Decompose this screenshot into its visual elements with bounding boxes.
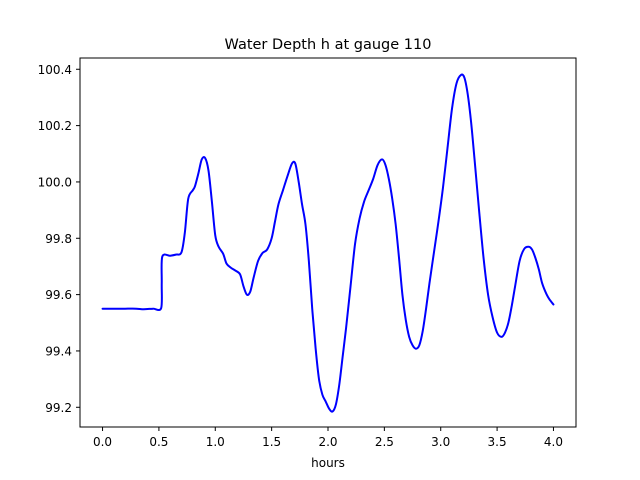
x-tick-label: 3.0 (431, 435, 450, 449)
x-axis-label: hours (311, 456, 345, 470)
x-tick-label: 2.5 (375, 435, 394, 449)
y-tick-label: 100.2 (38, 119, 72, 133)
x-tick-label: 4.0 (544, 435, 563, 449)
series-line (101, 73, 555, 413)
x-tick-label: 0.0 (93, 435, 112, 449)
x-tick-label: 0.5 (149, 435, 168, 449)
y-tick-label: 100.0 (38, 175, 72, 189)
x-tick-label: 3.5 (488, 435, 507, 449)
x-tick-label: 1.5 (262, 435, 281, 449)
plot-frame (79, 57, 577, 428)
y-tick-label: 99.8 (45, 232, 72, 246)
x-tick-label: 2.0 (318, 435, 337, 449)
y-tick-label: 99.4 (45, 344, 72, 358)
x-tick-label: 1.0 (206, 435, 225, 449)
y-tick-label: 99.6 (45, 288, 72, 302)
y-tick-label: 100.4 (38, 63, 72, 77)
y-axis-ticks: 99.2 99.4 99.6 99.8 100.0 100.2 100.4 (38, 63, 80, 415)
y-tick-label: 99.2 (45, 401, 72, 415)
chart-title: Water Depth h at gauge 110 (225, 37, 432, 53)
x-axis-ticks: 0.0 0.5 1.0 1.5 2.0 2.5 3.0 3.5 4.0 (93, 427, 563, 449)
